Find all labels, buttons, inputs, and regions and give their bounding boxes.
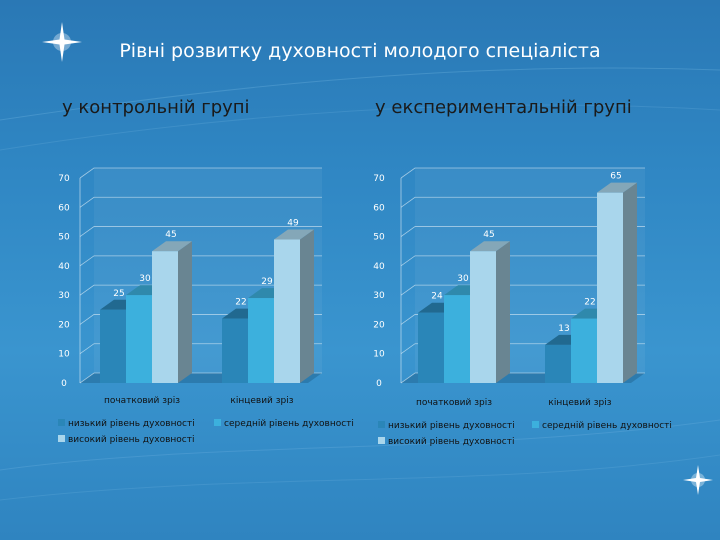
- data-label: 45: [165, 230, 176, 240]
- y-tick-label: 70: [373, 174, 385, 184]
- bar-front: [248, 298, 274, 383]
- y-tick-label: 50: [58, 233, 70, 243]
- bar-front: [444, 295, 470, 383]
- legend-swatch: [378, 437, 385, 444]
- bar-top: [597, 182, 637, 193]
- bar-side: [300, 229, 314, 383]
- legend-label: низький рівень духовності: [68, 419, 195, 429]
- sparkle-top-left-icon: [42, 22, 82, 62]
- legend-label: середній рівень духовності: [224, 419, 354, 429]
- data-label: 25: [113, 289, 124, 299]
- bar-front: [222, 318, 248, 383]
- gridline: [79, 226, 322, 237]
- data-label: 22: [235, 298, 246, 308]
- data-label: 22: [584, 298, 595, 308]
- chart-control: 0 10 20 30 40 50 60 70 25 30 45 початковий зріз 22 29…: [58, 167, 354, 445]
- chart-title-control-group: у контрольній групі: [62, 97, 250, 118]
- y-tick-label: 70: [58, 174, 70, 184]
- gridline: [79, 196, 322, 208]
- bar-front: [597, 192, 623, 383]
- sparkle-bottom-right-icon: [683, 465, 713, 495]
- data-label: 13: [558, 324, 569, 334]
- bar-front: [100, 309, 126, 383]
- gridline: [400, 167, 645, 179]
- gridline: [400, 255, 645, 267]
- gridline: [79, 284, 322, 296]
- gridline: [79, 255, 322, 267]
- x-category-label: початковий зріз: [104, 396, 180, 406]
- legend-swatch: [378, 421, 385, 428]
- y-tick-label: 10: [58, 350, 70, 360]
- bar-front: [571, 318, 597, 383]
- data-label: 65: [610, 172, 621, 182]
- legend-label: високий рівень духовності: [68, 435, 194, 445]
- bar-top: [274, 229, 314, 240]
- bar-high-initial: [152, 241, 192, 383]
- chart-experimental: 0 10 20 30 40 50 60 70 24 30 45 початковий зріз 13 22…: [373, 167, 672, 447]
- bar-front: [470, 251, 496, 383]
- y-tick-label: 60: [58, 203, 70, 213]
- x-category-label: кінцевий зріз: [548, 398, 611, 408]
- y-tick-label: 20: [373, 320, 385, 330]
- y-tick-label: 40: [373, 262, 385, 272]
- legend-label: середній рівень духовності: [542, 421, 672, 431]
- x-category-label: початковий зріз: [416, 398, 492, 408]
- y-tick-label: 30: [373, 291, 385, 301]
- y-tick-label: 10: [373, 350, 385, 360]
- legend-label: низький рівень духовності: [388, 421, 515, 431]
- bar-high-final: [274, 229, 314, 383]
- bar-side: [178, 241, 192, 383]
- gridline: [400, 226, 645, 237]
- y-tick-label: 30: [58, 291, 70, 301]
- gridline: [400, 314, 645, 325]
- data-label: 24: [431, 292, 443, 302]
- bar-front: [418, 312, 444, 383]
- y-tick-label: 0: [61, 379, 67, 389]
- legend-swatch: [58, 435, 65, 442]
- bar-side: [496, 241, 510, 383]
- data-label: 29: [261, 277, 273, 287]
- bar-side: [623, 182, 637, 383]
- bar-front: [545, 344, 571, 383]
- data-label: 30: [457, 274, 469, 284]
- bar-front: [126, 295, 152, 383]
- bar-front: [152, 251, 178, 383]
- y-tick-label: 20: [58, 320, 70, 330]
- y-tick-label: 60: [373, 203, 385, 213]
- bar-high-initial: [470, 241, 510, 383]
- legend-swatch: [532, 421, 539, 428]
- bar-top: [152, 241, 192, 252]
- gridline: [400, 196, 645, 208]
- y-tick-label: 0: [376, 379, 382, 389]
- y-tick-label: 50: [373, 233, 385, 243]
- legend-swatch: [214, 419, 221, 426]
- x-category-label: кінцевий зріз: [230, 396, 293, 406]
- gridline: [400, 284, 645, 296]
- legend-swatch: [58, 419, 65, 426]
- bar-high-final: [597, 182, 637, 383]
- data-label: 30: [139, 274, 151, 284]
- bar-top: [470, 241, 510, 252]
- slide-title: Рівні розвитку духовності молодого спеці…: [119, 40, 601, 62]
- data-label: 49: [287, 219, 299, 229]
- gridline: [79, 167, 322, 179]
- chart-title-experimental-group: у експериментальній групі: [375, 97, 632, 118]
- legend-label: високий рівень духовності: [388, 437, 514, 447]
- bar-front: [274, 239, 300, 383]
- data-label: 45: [483, 230, 494, 240]
- y-tick-label: 40: [58, 262, 70, 272]
